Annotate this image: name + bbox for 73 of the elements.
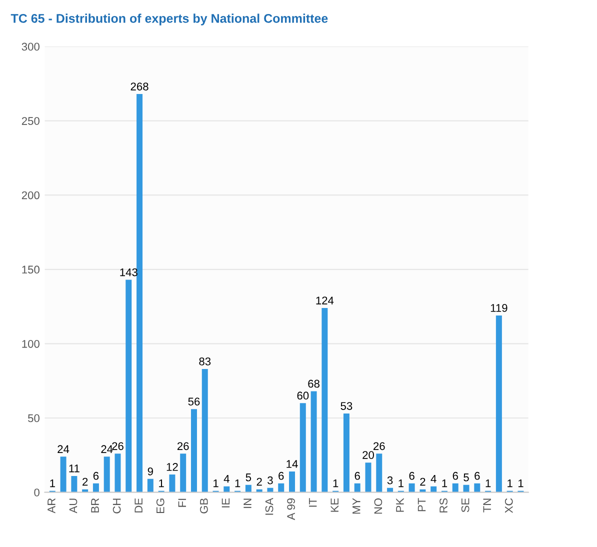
y-tick-label: 200 — [22, 191, 40, 200]
data-label: 9 — [148, 467, 153, 476]
data-label: 20 — [362, 451, 374, 459]
x-tick-label: FI — [178, 498, 186, 507]
data-label: 6 — [354, 472, 360, 480]
data-label: 2 — [420, 478, 426, 486]
x-tick-label: PT — [418, 498, 426, 512]
x-tick-label: CH — [112, 498, 121, 514]
data-label: 3 — [268, 476, 273, 484]
x-tick-label: DE — [134, 498, 142, 512]
data-label: 5 — [464, 474, 469, 482]
y-tick-label: 50 — [28, 414, 40, 422]
data-label: 56 — [188, 398, 200, 406]
data-label: 6 — [474, 472, 480, 480]
data-label: 1 — [159, 479, 164, 488]
data-label: 53 — [340, 402, 352, 410]
y-tick-label: 0 — [34, 488, 40, 496]
data-label: 3 — [387, 476, 393, 484]
data-label: 24 — [58, 445, 70, 453]
data-label: 1 — [518, 479, 524, 488]
x-tick-label: IT — [309, 498, 317, 507]
y-tick-label: 250 — [22, 117, 40, 125]
data-label: 1 — [333, 479, 338, 488]
x-tick-label: AR — [48, 498, 56, 514]
data-label: 26 — [374, 442, 385, 450]
x-tick-label: IE — [222, 498, 230, 508]
y-tick-label: 150 — [22, 266, 40, 274]
x-tick-label: ISA — [265, 498, 274, 515]
x-tick-label: TN — [483, 498, 491, 512]
data-label: 26 — [112, 442, 124, 450]
data-label: 68 — [308, 380, 320, 388]
data-label: 6 — [452, 472, 458, 480]
x-tick-label: SE — [461, 498, 470, 512]
y-tick-label: 300 — [22, 42, 40, 51]
data-label: 24 — [101, 445, 113, 453]
x-tick-label: XC — [504, 498, 513, 514]
x-tick-label: KE — [330, 498, 338, 512]
x-tick-label: A 99 — [287, 498, 295, 520]
data-label: 2 — [256, 478, 262, 486]
x-tick-label: NO — [374, 498, 382, 514]
x-tick-label: PK — [396, 498, 404, 512]
data-label: 1 — [508, 479, 512, 488]
data-label: 4 — [430, 475, 436, 483]
data-label: 1 — [50, 479, 55, 488]
x-tick-label: MY — [352, 498, 360, 514]
data-label: 268 — [130, 82, 148, 90]
data-label: 1 — [442, 479, 448, 488]
x-tick-label: RS — [440, 498, 448, 512]
data-label: 4 — [224, 475, 230, 483]
x-tick-label: IN — [244, 498, 252, 508]
x-tick-label: BR — [91, 498, 99, 512]
data-label: 1 — [235, 479, 240, 488]
data-label: 124 — [316, 296, 334, 304]
data-label: 60 — [297, 392, 309, 400]
chart-title: TC 65 - Distribution of experts by National Committee — [10, 14, 328, 26]
data-label: 1 — [398, 479, 404, 488]
x-tick-label: AU — [69, 498, 78, 514]
data-label: 119 — [490, 304, 508, 312]
data-label: 1 — [214, 479, 218, 488]
data-label: 6 — [93, 472, 99, 480]
data-label: 1 — [486, 479, 491, 488]
data-label: 6 — [409, 472, 414, 480]
data-label: 12 — [166, 463, 178, 471]
data-label: 14 — [286, 460, 298, 468]
data-label: 6 — [278, 472, 284, 480]
x-tick-label: EG — [156, 498, 164, 513]
data-label: 5 — [246, 474, 252, 482]
data-label: 2 — [82, 478, 88, 486]
data-label: 11 — [69, 464, 80, 472]
data-label: 26 — [177, 442, 189, 450]
x-tick-label: GB — [200, 498, 208, 514]
data-label: 83 — [199, 358, 211, 366]
y-tick-label: 100 — [22, 340, 40, 348]
